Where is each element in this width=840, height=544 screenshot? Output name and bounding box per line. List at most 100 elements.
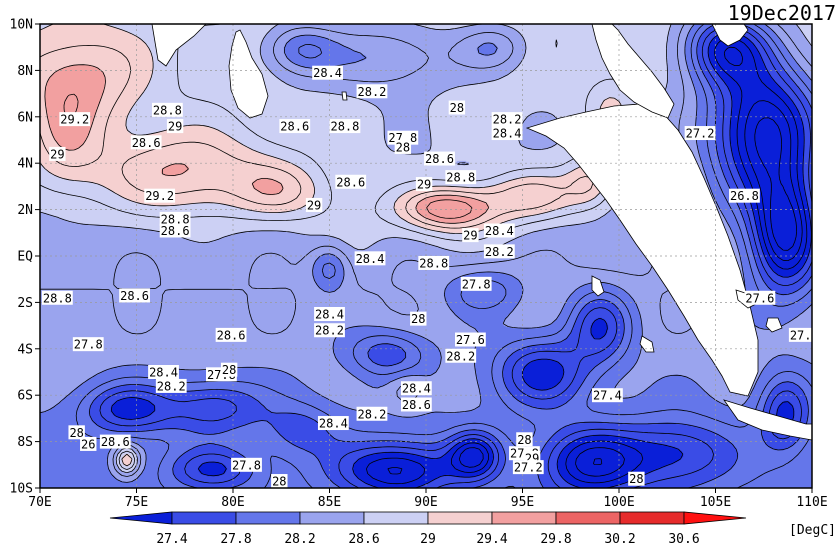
andaman-islands	[341, 91, 348, 101]
contour-label-box	[329, 119, 361, 134]
contour-label-box	[279, 119, 311, 134]
contour-label-box	[166, 119, 184, 134]
latitude-tick-label: 10S	[10, 482, 33, 497]
contour-label: 28.8	[161, 212, 190, 226]
contour-label-box	[454, 332, 486, 347]
contour-label: 28.4	[493, 127, 522, 141]
contour-label-box	[729, 188, 760, 203]
contour-label-box	[271, 474, 288, 488]
contour-label-box	[410, 311, 427, 326]
contour-label-box	[483, 244, 515, 259]
colorbar-level-label: 28.2	[284, 532, 315, 544]
contour-label: 28.4	[313, 66, 342, 80]
contour-label: 28.6	[336, 175, 365, 189]
contour-label: 29	[168, 120, 182, 134]
contour-label: 28	[272, 475, 286, 489]
contour-label: 29.2	[145, 189, 174, 203]
colorbar-segment	[363, 511, 429, 525]
contour-label: 28.4	[319, 417, 348, 431]
contour-label: 28.8	[419, 256, 448, 270]
contour-label: 28.2	[485, 245, 514, 259]
colorbar-level-label: 28.6	[348, 532, 379, 544]
contour-label: 28.8	[153, 103, 182, 117]
latitude-tick-label: 10N	[10, 18, 33, 33]
contour-label: 28.2	[358, 85, 387, 99]
contour-label: 28.8	[446, 171, 475, 185]
contour-label: 28.2	[157, 379, 186, 393]
contour-label: 28	[450, 101, 464, 115]
colorbar: 27.4 27.8 28.2 28.6 29 29.4 29.8 30.2 30.6	[109, 511, 747, 544]
longitude-tick-label: 85E	[318, 495, 341, 510]
contour-label: 28.4	[356, 252, 385, 266]
contour-label-box	[394, 139, 412, 154]
contour-label: 27.8	[790, 328, 819, 342]
contour-label-box	[99, 434, 131, 449]
longitude-tick-label: 95E	[511, 495, 534, 510]
contour-label-box	[144, 188, 176, 203]
colorbar-segment	[619, 511, 685, 525]
contour-label-box	[448, 100, 466, 115]
contour-label-box	[68, 425, 85, 440]
colorbar-units: [DegC]	[789, 523, 836, 538]
latitude-tick-label: EQ	[17, 250, 33, 265]
contour-label: 27.8	[462, 277, 491, 291]
contour-label: 27.4	[593, 389, 622, 403]
contour-label: 28	[69, 426, 83, 440]
contour-label: 28.4	[149, 366, 178, 380]
contour-label: 28.2	[315, 324, 344, 338]
longitude-tick-labels: 70E 75E 80E 85E 90E 95E 100E 105E 110E	[28, 488, 828, 510]
latitude-tick-label: 8S	[17, 435, 33, 450]
contour-label: 28.6	[217, 328, 246, 342]
contour-label-box	[155, 378, 187, 393]
contour-label: 28.6	[161, 224, 190, 238]
contour-label-box	[445, 170, 477, 185]
contour-label-box	[159, 223, 191, 238]
colorbar-segment	[235, 511, 301, 525]
contour-label: 29	[50, 147, 64, 161]
contour-label-box	[400, 397, 432, 412]
contour-label-box	[684, 126, 716, 141]
latitude-tick-label: 2N	[17, 203, 33, 218]
contour-label: 28.2	[446, 349, 475, 363]
contour-label-box	[49, 146, 66, 161]
sri-lanka-island	[228, 29, 269, 119]
contour-label-box	[356, 406, 388, 421]
contour-label: 28.6	[280, 120, 309, 134]
colorbar-level-label: 27.4	[156, 532, 187, 544]
colorbar-level-label: 29	[420, 532, 436, 544]
colorbar-arrow-high	[683, 511, 747, 525]
nias-island	[591, 275, 605, 297]
belitung-island	[765, 317, 783, 333]
contour-label-box	[424, 151, 455, 166]
contour-label-box	[483, 223, 515, 238]
contour-label: 28.8	[43, 291, 72, 305]
contour-label-box	[314, 323, 345, 338]
contour-label-box	[462, 228, 479, 243]
contour-label: 28.6	[101, 435, 130, 449]
longitude-tick-label: 110E	[796, 495, 827, 510]
siberut-island	[639, 335, 655, 353]
colorbar-segment	[171, 511, 237, 525]
contour-label-box	[335, 174, 367, 189]
contour-label: 28	[629, 472, 643, 486]
malay-peninsula	[591, 24, 675, 119]
colorbar-segment	[427, 511, 493, 525]
contour-label-box	[445, 348, 477, 363]
contour-label-box	[130, 135, 162, 150]
contour-label: 27.8	[74, 338, 103, 352]
colorbar-level-label: 30.2	[604, 532, 635, 544]
contour-label: 28.6	[425, 152, 454, 166]
longitude-tick-label: 90E	[414, 495, 437, 510]
contour-label-box	[512, 460, 544, 475]
contour-label: 27.8	[232, 458, 261, 472]
longitude-tick-label: 70E	[28, 495, 51, 510]
contour-label: 28	[396, 140, 410, 154]
contour-label-box	[592, 388, 623, 403]
colorbar-arrow-low	[109, 511, 173, 525]
contour-label-box	[80, 436, 97, 451]
contour-label-box	[41, 290, 73, 305]
contour-label: 29.2	[60, 113, 89, 127]
contour-label: 26.8	[730, 189, 759, 203]
